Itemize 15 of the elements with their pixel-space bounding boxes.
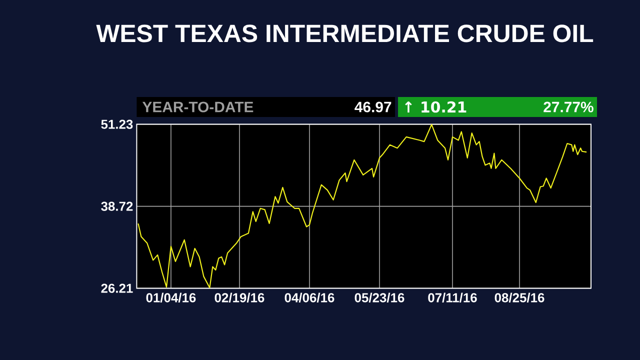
text: 46.97 — [354, 102, 392, 112]
line-series — [138, 124, 588, 288]
x-tick-label: 02/19/16 — [214, 292, 264, 302]
x-tick-label: 04/06/16 — [284, 292, 334, 302]
y-tick-label: 51.23 — [101, 120, 133, 129]
text: YEAR-TO-DATE — [142, 102, 254, 112]
x-tick-label: 01/04/16 — [146, 292, 196, 302]
chart-title: WEST TEXAS INTERMEDIATE CRUDE OIL — [96, 24, 594, 42]
text: 27.77% — [544, 102, 594, 112]
x-tick-label: 08/25/16 — [494, 292, 544, 302]
text: ↑ 10.21 — [405, 101, 466, 113]
x-tick-label: 05/23/16 — [354, 292, 404, 302]
x-tick-label: 07/11/16 — [428, 292, 477, 302]
y-tick-label: 26.21 — [101, 284, 133, 293]
y-tick-label: 38.72 — [101, 202, 133, 211]
